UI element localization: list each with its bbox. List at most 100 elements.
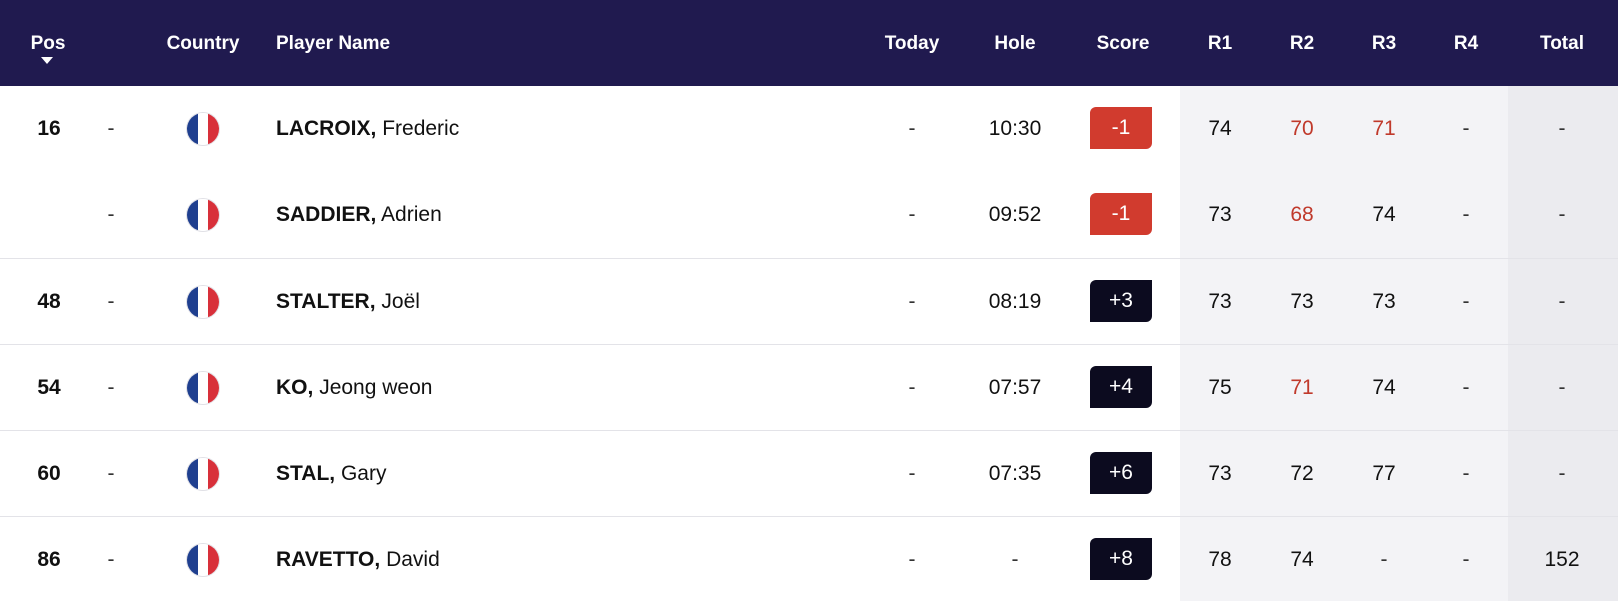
- player-name[interactable]: SADDIER, Adrien: [276, 172, 442, 258]
- player-given-name: Gary: [340, 462, 387, 485]
- player-name[interactable]: STAL, Gary: [276, 431, 386, 517]
- total-score: -: [1558, 376, 1566, 399]
- score-badge: +4: [1090, 366, 1152, 408]
- score-badge: -1: [1090, 107, 1152, 149]
- header-r1: R1: [1207, 33, 1233, 54]
- round-2-score: 70: [1290, 117, 1314, 140]
- score-badge: +3: [1090, 280, 1152, 322]
- player-name[interactable]: RAVETTO, David: [276, 517, 440, 603]
- movement: -: [107, 462, 115, 485]
- header-pos-sort[interactable]: Pos: [30, 33, 66, 54]
- hole-time: -: [1011, 548, 1019, 571]
- total-score: 152: [1544, 548, 1580, 571]
- round-3-score: 71: [1372, 117, 1396, 140]
- player-row[interactable]: 16 - LACROIX, Frederic - 10:30 -1 74 70 …: [0, 86, 1618, 172]
- header-hole: Hole: [994, 33, 1036, 54]
- player-surname: SADDIER,: [276, 203, 377, 226]
- round-4-score: -: [1462, 117, 1470, 140]
- player-surname: STAL,: [276, 462, 336, 485]
- player-row[interactable]: 86 - RAVETTO, David - - +8 78 74 - - 152: [0, 516, 1618, 602]
- total-score: -: [1558, 290, 1566, 313]
- today-score: -: [908, 462, 916, 485]
- round-2-score: 72: [1290, 462, 1314, 485]
- round-4-score: -: [1462, 462, 1470, 485]
- round-3-score: 74: [1372, 203, 1396, 226]
- rounds-column-shade: [1180, 86, 1508, 601]
- player-row[interactable]: 60 - STAL, Gary - 07:35 +6 73 72 77 - -: [0, 430, 1618, 516]
- today-score: -: [908, 290, 916, 313]
- today-score: -: [908, 548, 916, 571]
- movement: -: [107, 203, 115, 226]
- hole-time: 08:19: [988, 290, 1042, 313]
- round-4-score: -: [1462, 548, 1470, 571]
- round-1-score: 75: [1208, 376, 1232, 399]
- france-flag-icon: [187, 544, 219, 576]
- position: 86: [37, 548, 61, 571]
- player-given-name: David: [386, 548, 440, 571]
- player-given-name: Adrien: [381, 203, 442, 226]
- player-surname: RAVETTO,: [276, 548, 381, 571]
- position: 54: [37, 376, 61, 399]
- hole-time: 07:57: [988, 376, 1042, 399]
- round-4-score: -: [1462, 203, 1470, 226]
- header-r3: R3: [1371, 33, 1397, 54]
- france-flag-icon: [187, 286, 219, 318]
- round-2-score: 68: [1290, 203, 1314, 226]
- round-1-score: 78: [1208, 548, 1232, 571]
- player-rows: 16 - LACROIX, Frederic - 10:30 -1 74 70 …: [0, 86, 1618, 602]
- header-country: Country: [166, 33, 240, 54]
- position: 60: [37, 462, 61, 485]
- sort-down-icon[interactable]: [41, 57, 53, 64]
- player-surname: LACROIX,: [276, 117, 377, 140]
- player-given-name: Jeong weon: [319, 376, 433, 399]
- round-1-score: 74: [1208, 117, 1232, 140]
- score-badge: +6: [1090, 452, 1152, 494]
- total-score: -: [1558, 117, 1566, 140]
- header-today: Today: [884, 33, 940, 54]
- score-badge: +8: [1090, 538, 1152, 580]
- round-2-score: 74: [1290, 548, 1314, 571]
- total-score: -: [1558, 203, 1566, 226]
- france-flag-icon: [187, 372, 219, 404]
- round-3-score: 73: [1372, 290, 1396, 313]
- round-2-score: 71: [1290, 376, 1314, 399]
- round-3-score: -: [1380, 548, 1388, 571]
- player-given-name: Joël: [381, 290, 420, 313]
- round-3-score: 74: [1372, 376, 1396, 399]
- leaderboard-header: Pos Country Player Name Today Hole Score…: [0, 0, 1618, 86]
- header-r2: R2: [1289, 33, 1315, 54]
- position: 16: [37, 117, 61, 140]
- player-given-name: Frederic: [382, 117, 460, 140]
- header-r4: R4: [1453, 33, 1479, 54]
- total-score: -: [1558, 462, 1566, 485]
- player-row[interactable]: 54 - KO, Jeong weon - 07:57 +4 75 71 74 …: [0, 344, 1618, 430]
- player-row[interactable]: - SADDIER, Adrien - 09:52 -1 73 68 74 - …: [0, 172, 1618, 258]
- movement: -: [107, 376, 115, 399]
- round-3-score: 77: [1372, 462, 1396, 485]
- france-flag-icon: [187, 458, 219, 490]
- today-score: -: [908, 203, 916, 226]
- player-row[interactable]: 48 - STALTER, Joël - 08:19 +3 73 73 73 -…: [0, 258, 1618, 344]
- movement: -: [107, 117, 115, 140]
- header-total: Total: [1540, 33, 1584, 54]
- hole-time: 09:52: [988, 203, 1042, 226]
- round-4-score: -: [1462, 376, 1470, 399]
- hole-time: 07:35: [988, 462, 1042, 485]
- player-name[interactable]: KO, Jeong weon: [276, 345, 432, 431]
- france-flag-icon: [187, 199, 219, 231]
- position: 48: [37, 290, 61, 313]
- header-player-name: Player Name: [276, 33, 391, 54]
- today-score: -: [908, 117, 916, 140]
- player-name[interactable]: LACROIX, Frederic: [276, 86, 459, 172]
- round-1-score: 73: [1208, 462, 1232, 485]
- player-surname: STALTER,: [276, 290, 376, 313]
- today-score: -: [908, 376, 916, 399]
- player-surname: KO,: [276, 376, 314, 399]
- player-name[interactable]: STALTER, Joël: [276, 259, 420, 345]
- total-column-shade: [1508, 86, 1618, 601]
- movement: -: [107, 290, 115, 313]
- movement: -: [107, 548, 115, 571]
- score-badge: -1: [1090, 193, 1152, 235]
- round-4-score: -: [1462, 290, 1470, 313]
